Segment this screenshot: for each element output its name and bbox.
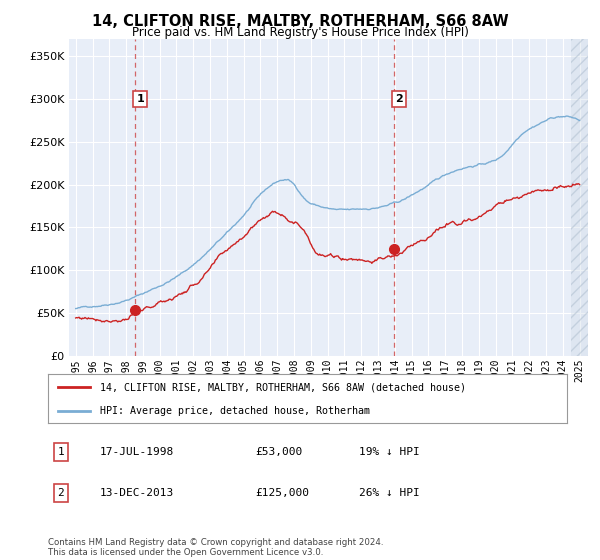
Text: 1: 1 <box>58 447 64 457</box>
Text: Contains HM Land Registry data © Crown copyright and database right 2024.
This d: Contains HM Land Registry data © Crown c… <box>48 538 383 557</box>
Text: 17-JUL-1998: 17-JUL-1998 <box>100 447 174 457</box>
Text: £53,000: £53,000 <box>256 447 303 457</box>
Text: 14, CLIFTON RISE, MALTBY, ROTHERHAM, S66 8AW: 14, CLIFTON RISE, MALTBY, ROTHERHAM, S66… <box>92 14 508 29</box>
Text: HPI: Average price, detached house, Rotherham: HPI: Average price, detached house, Roth… <box>100 406 370 416</box>
Text: 19% ↓ HPI: 19% ↓ HPI <box>359 447 420 457</box>
Text: £125,000: £125,000 <box>256 488 310 498</box>
Text: 13-DEC-2013: 13-DEC-2013 <box>100 488 174 498</box>
Bar <box>571 39 588 356</box>
Text: 26% ↓ HPI: 26% ↓ HPI <box>359 488 420 498</box>
Bar <box>571 39 588 356</box>
Text: 2: 2 <box>58 488 64 498</box>
Text: Price paid vs. HM Land Registry's House Price Index (HPI): Price paid vs. HM Land Registry's House … <box>131 26 469 39</box>
Text: 1: 1 <box>136 94 144 104</box>
Text: 14, CLIFTON RISE, MALTBY, ROTHERHAM, S66 8AW (detached house): 14, CLIFTON RISE, MALTBY, ROTHERHAM, S66… <box>100 382 466 393</box>
Text: 2: 2 <box>395 94 403 104</box>
